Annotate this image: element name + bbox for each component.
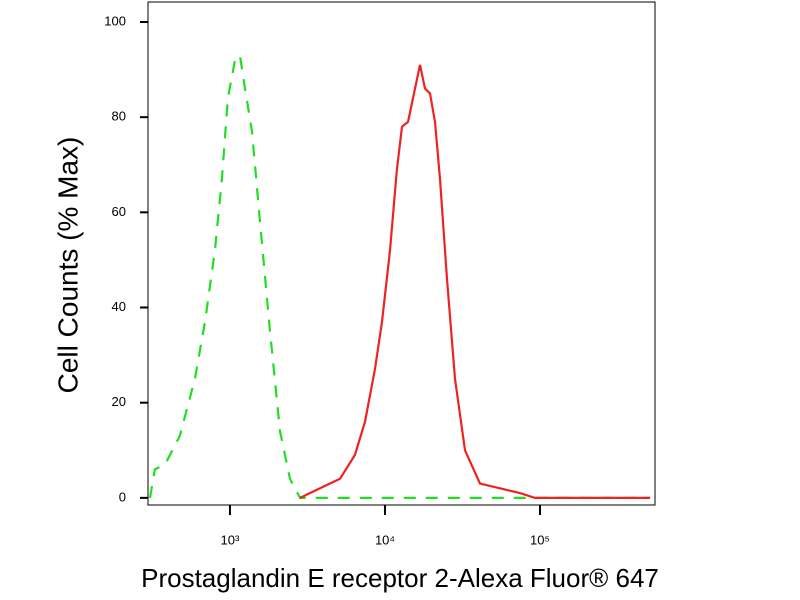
y-tick-label: 20 [112, 394, 126, 409]
y-tick-label: 0 [119, 489, 126, 504]
x-axis-label: Prostaglandin E receptor 2-Alexa Fluor® … [141, 563, 659, 593]
x-tick-label: 10⁵ [530, 532, 550, 547]
series-line [299, 64, 651, 499]
y-axis-label: Cell Counts (% Max) [52, 137, 83, 394]
y-tick-label: 100 [104, 13, 126, 28]
plot-frame [147, 1, 656, 506]
y-tick-label: 40 [112, 299, 126, 314]
y-tick-label: 60 [112, 204, 126, 219]
x-tick-label: 10³ [221, 532, 240, 547]
y-tick-label: 80 [112, 109, 126, 124]
x-tick-label: 10⁴ [375, 532, 395, 547]
series-line [148, 53, 651, 499]
